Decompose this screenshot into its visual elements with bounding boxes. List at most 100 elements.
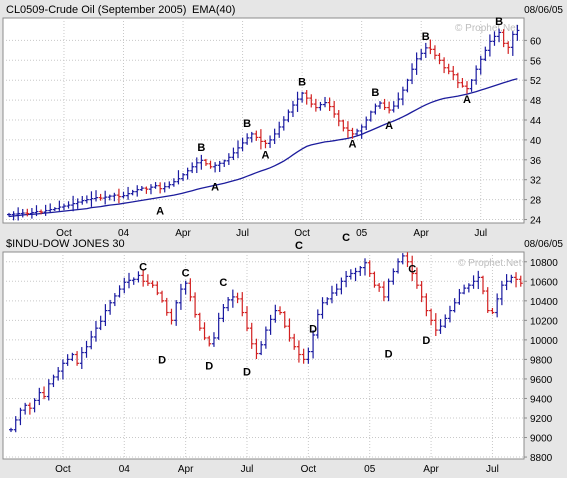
crude-oil-y-tick-label: 56 (530, 56, 542, 67)
crude-oil-x-tick-label: Apr (175, 228, 191, 239)
crude-oil-price-bar (116, 188, 121, 204)
dow-jones-price-bar (339, 277, 344, 295)
dow-jones-annotations: C D C D C D C D C D C D (139, 232, 430, 378)
dow-jones-price-bar (396, 258, 401, 274)
crude-oil-grid (3, 18, 524, 223)
dow-jones-y-tick-label: 8800 (530, 453, 553, 464)
dow-jones-x-tick-label: 04 (119, 464, 131, 475)
dow-jones-panel: $INDU-DOW JONES 30 08/06/05 © Prophet.Ne… (2, 232, 563, 475)
crude-oil-annotation-a: A (385, 120, 393, 132)
dow-jones-price-bar (334, 283, 339, 296)
dow-jones-annotation-c: C (295, 240, 303, 252)
dow-jones-price-bar (348, 269, 353, 280)
dow-jones-price-bar (476, 270, 481, 290)
dow-jones-price-bar (438, 319, 443, 334)
crude-oil-annotations: A B A B A B A B A B A B (156, 16, 503, 218)
crude-oil-price-bar (236, 140, 240, 159)
dow-jones-price-bar (301, 348, 306, 364)
dow-jones-y-tick-label: 10200 (530, 316, 558, 327)
dow-jones-price-bar (150, 280, 155, 288)
crude-oil-price-bar (487, 34, 492, 57)
crude-oil-price-bar (460, 78, 465, 88)
crude-oil-price-bar (414, 52, 419, 75)
dow-jones-price-bar (65, 354, 70, 366)
crude-oil-y-ticks: 24 28 32 36 40 44 48 52 56 60 (524, 36, 542, 227)
crude-oil-price-bar (492, 31, 497, 46)
crude-oil-price-bar (162, 182, 167, 193)
dow-jones-price-bar (108, 299, 113, 315)
dow-jones-price-bar (79, 347, 84, 370)
crude-oil-price-bar (75, 198, 80, 209)
crude-oil-annotation-b: B (298, 77, 306, 89)
dow-jones-price-bar (221, 304, 226, 323)
crude-oil-price-bar (290, 100, 295, 118)
crude-oil-price-bar (281, 116, 286, 131)
crude-oil-price-bar (423, 42, 428, 58)
dow-jones-price-bar (178, 283, 183, 310)
dow-jones-price-bar (183, 280, 188, 295)
dow-jones-price-bar (296, 340, 301, 363)
crude-oil-price-bar (368, 110, 373, 122)
dow-jones-price-bar (188, 278, 193, 302)
crude-oil-price-bar (313, 98, 318, 112)
dow-jones-price-bar (160, 290, 165, 303)
dow-jones-price-bar (306, 347, 311, 364)
dow-jones-price-bar (410, 255, 415, 282)
dow-jones-price-bar (485, 287, 490, 313)
dow-jones-x-ticks: Oct 04 Apr Jul Oct 05 Apr Jul (55, 464, 499, 475)
dow-jones-price-bar (84, 340, 89, 358)
crude-oil-price-bar (268, 135, 273, 148)
crude-oil-price-bar (199, 154, 204, 170)
crude-oil-price-bar (300, 91, 305, 103)
crude-oil-price-bar (57, 200, 62, 211)
crude-oil-x-tick-label: Oct (56, 228, 72, 239)
crude-oil-price-bar (355, 128, 360, 136)
dow-jones-price-bar (18, 407, 23, 426)
dow-jones-price-bar (315, 309, 320, 339)
crude-oil-price-bar (377, 101, 382, 109)
dow-jones-price-bar (400, 253, 405, 265)
crude-oil-price-bar (309, 94, 314, 108)
dow-jones-y-tick-label: 9200 (530, 414, 553, 425)
dow-jones-price-bar (386, 278, 391, 302)
crude-oil-price-bar (345, 121, 350, 138)
dow-jones-y-tick-label: 10000 (530, 336, 558, 347)
crude-oil-price-bar (181, 173, 186, 182)
crude-oil-y-tick-label: 36 (530, 156, 542, 167)
dow-jones-price-bar (27, 402, 32, 415)
crude-oil-plot-area (2, 17, 525, 224)
dow-jones-price-bar (278, 306, 283, 315)
dow-jones-annotation-d: D (243, 366, 251, 378)
crude-oil-annotation-b: B (243, 118, 251, 130)
dow-jones-x-tick-label: Apr (178, 464, 194, 475)
crude-oil-y-tick-label: 60 (530, 36, 542, 47)
dow-jones-annotation-c: C (408, 263, 416, 275)
dow-jones-price-bar (259, 341, 264, 356)
dow-jones-price-bar (268, 314, 273, 335)
crude-oil-price-bar (455, 72, 460, 89)
dow-jones-price-bar (419, 280, 424, 303)
dow-jones-annotation-d: D (205, 360, 213, 372)
dow-jones-y-ticks: 8800 9000 9200 9400 9600 9800 10000 10200 10400 1… (524, 258, 558, 464)
crude-oil-x-tick-label: Apr (413, 228, 429, 239)
crude-oil-price-bar (94, 190, 99, 202)
crude-oil-price-bar (130, 189, 135, 196)
crude-oil-price-bar (432, 45, 437, 60)
crude-oil-price-bar (98, 193, 103, 201)
crude-oil-price-bar (419, 48, 424, 61)
crude-oil-price-bar (506, 41, 511, 54)
crude-oil-price-bar (277, 121, 282, 138)
crude-oil-x-tick-label: Jul (474, 228, 487, 239)
dow-jones-y-tick-label: 9400 (530, 394, 553, 405)
dow-jones-annotation-c: C (139, 261, 147, 273)
dow-jones-price-bar (363, 258, 367, 276)
dow-jones-price-bar (509, 274, 514, 284)
dow-jones-price-bar (320, 297, 325, 319)
dow-jones-x-tick-label: Oct (301, 464, 317, 475)
crude-oil-price-bar (213, 162, 218, 173)
crude-oil-annotation-a: A (211, 182, 219, 194)
crude-oil-price-bar (391, 101, 396, 113)
dow-jones-price-bar (481, 275, 485, 295)
dow-jones-annotation-d: D (158, 355, 166, 367)
crude-oil-price-bar (272, 128, 277, 145)
